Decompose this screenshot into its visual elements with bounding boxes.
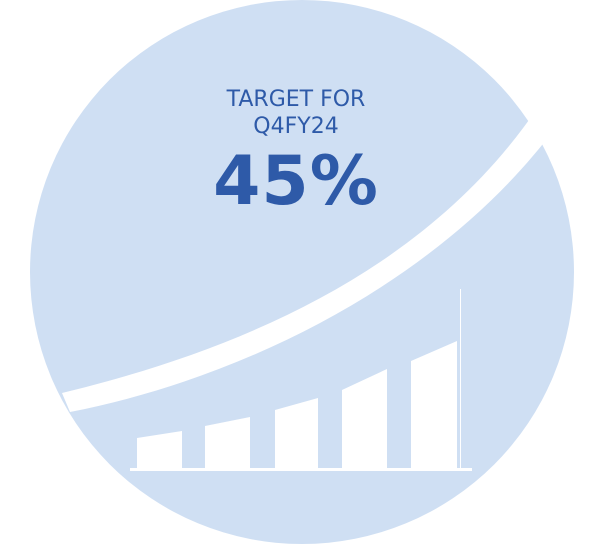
bar-1	[137, 431, 182, 471]
bar-chart-icon	[130, 289, 472, 471]
trend-arrow-icon	[62, 20, 605, 412]
bar-3	[275, 398, 318, 471]
target-label: TARGET FOR Q4FY24 45%	[196, 86, 396, 222]
chart-baseline	[130, 468, 472, 471]
bar-6	[460, 289, 461, 471]
target-title-line-1: TARGET FOR	[226, 87, 366, 112]
target-value: 45%	[213, 142, 379, 221]
bar-4	[342, 369, 387, 471]
bar-5	[411, 341, 457, 471]
bar-2	[205, 417, 250, 471]
target-title-line-2: Q4FY24	[253, 114, 339, 139]
